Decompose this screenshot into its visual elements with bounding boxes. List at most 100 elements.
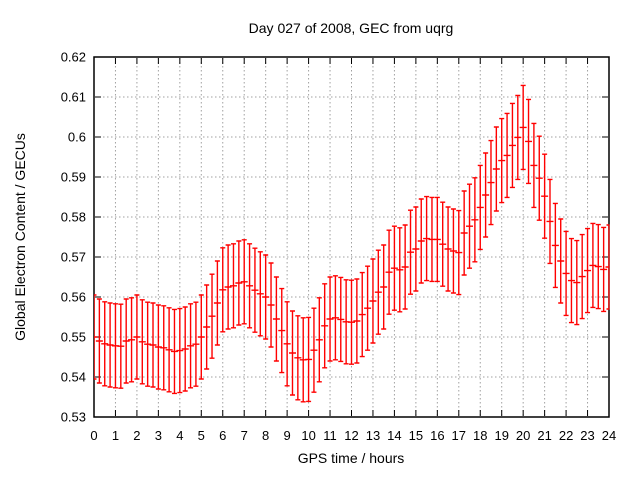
error-bar: [272, 276, 280, 362]
y-tick-label: 0.57: [61, 250, 86, 265]
error-bar: [342, 279, 350, 365]
error-bar: [460, 190, 468, 276]
error-bar: [353, 278, 361, 364]
error-bar: [482, 152, 490, 238]
error-bar: [600, 226, 608, 313]
x-tick-label: 19: [494, 428, 508, 443]
error-bar: [498, 117, 506, 204]
error-bar: [181, 306, 189, 392]
error-bar: [589, 222, 597, 309]
error-bar: [213, 260, 221, 346]
error-bar: [138, 299, 146, 385]
y-tick-label: 0.62: [61, 50, 86, 65]
x-tick-label: 18: [473, 428, 487, 443]
error-bar: [128, 297, 136, 383]
x-tick-label: 15: [409, 428, 423, 443]
x-tick-label: 24: [602, 428, 616, 443]
tick-labels: 0 1 2 3 4 5 6 7 8 9 10 11 12 13 14 15 16 17 18 19 20 21 22 23 24…: [61, 50, 617, 444]
x-tick-label: 14: [387, 428, 401, 443]
error-bar: [246, 243, 254, 329]
error-bar: [229, 243, 237, 329]
error-bar: [348, 279, 355, 365]
x-tick-label: 8: [262, 428, 269, 443]
error-bar: [262, 254, 270, 340]
x-tick-label: 7: [241, 428, 248, 443]
error-bar: [487, 139, 495, 226]
error-bar-series: [94, 84, 610, 403]
y-tick-label: 0.59: [61, 170, 86, 185]
error-bar: [449, 208, 457, 294]
error-bar: [235, 240, 243, 326]
x-tick-label: 11: [323, 428, 337, 443]
error-bar: [203, 284, 211, 370]
error-bar: [557, 218, 565, 304]
y-axis-label: Global Electron Content / GECUs: [12, 133, 28, 341]
error-bar: [508, 102, 516, 189]
error-bar: [170, 308, 178, 395]
x-tick-label: 9: [284, 428, 291, 443]
error-bar: [390, 225, 398, 311]
error-bar: [144, 301, 152, 387]
error-bar: [224, 244, 232, 330]
error-bar: [283, 301, 291, 387]
error-bar: [288, 310, 296, 396]
y-tick-label: 0.58: [61, 210, 86, 225]
error-bar: [251, 247, 259, 333]
y-tick-label: 0.6: [68, 130, 86, 145]
error-bar: [423, 195, 431, 282]
error-bar: [541, 153, 549, 239]
error-bar: [407, 209, 415, 295]
error-bar: [321, 283, 329, 369]
x-tick-label: 0: [90, 428, 97, 443]
error-bar: [326, 276, 334, 362]
x-tick-label: 12: [344, 428, 358, 443]
error-bar: [305, 316, 313, 403]
x-tick-label: 21: [537, 428, 551, 443]
error-bar: [546, 178, 554, 265]
error-bar: [551, 202, 559, 289]
x-axis-label: GPS time / hours: [298, 450, 405, 466]
x-tick-label: 17: [452, 428, 466, 443]
error-bar: [122, 298, 130, 384]
x-tick-label: 23: [580, 428, 594, 443]
error-bar: [562, 230, 570, 317]
chart-title: Day 027 of 2008, GEC from uqrg: [249, 20, 454, 36]
error-bar: [444, 206, 452, 292]
error-bar: [294, 315, 302, 401]
y-tick-label: 0.61: [61, 90, 86, 105]
error-bar: [117, 303, 125, 389]
error-bar: [337, 276, 345, 363]
x-tick-label: 5: [198, 428, 205, 443]
x-tick-label: 10: [301, 428, 315, 443]
error-bar: [514, 94, 522, 181]
x-tick-label: 3: [155, 428, 162, 443]
error-bar: [519, 84, 527, 171]
error-bar: [315, 297, 323, 383]
error-bar: [149, 302, 157, 388]
error-bar: [219, 247, 227, 333]
error-bar: [412, 206, 420, 292]
x-tick-label: 1: [112, 428, 119, 443]
error-bar: [401, 224, 409, 310]
error-bar: [535, 135, 543, 221]
error-bar: [594, 223, 602, 310]
x-tick-label: 6: [219, 428, 226, 443]
x-tick-label: 2: [133, 428, 140, 443]
error-bar: [525, 98, 533, 185]
error-bar: [567, 237, 575, 324]
error-bar: [187, 303, 195, 389]
error-bar: [106, 302, 114, 388]
error-bar: [385, 229, 393, 315]
x-tick-label: 4: [176, 428, 183, 443]
error-bar: [94, 294, 98, 380]
error-bar: [111, 303, 119, 389]
error-bar: [455, 209, 463, 296]
error-bar: [160, 305, 168, 391]
y-tick-label: 0.54: [61, 370, 86, 385]
error-bar: [165, 307, 173, 393]
error-bar: [133, 294, 141, 380]
error-bar: [584, 227, 592, 314]
error-bar: [605, 224, 610, 310]
